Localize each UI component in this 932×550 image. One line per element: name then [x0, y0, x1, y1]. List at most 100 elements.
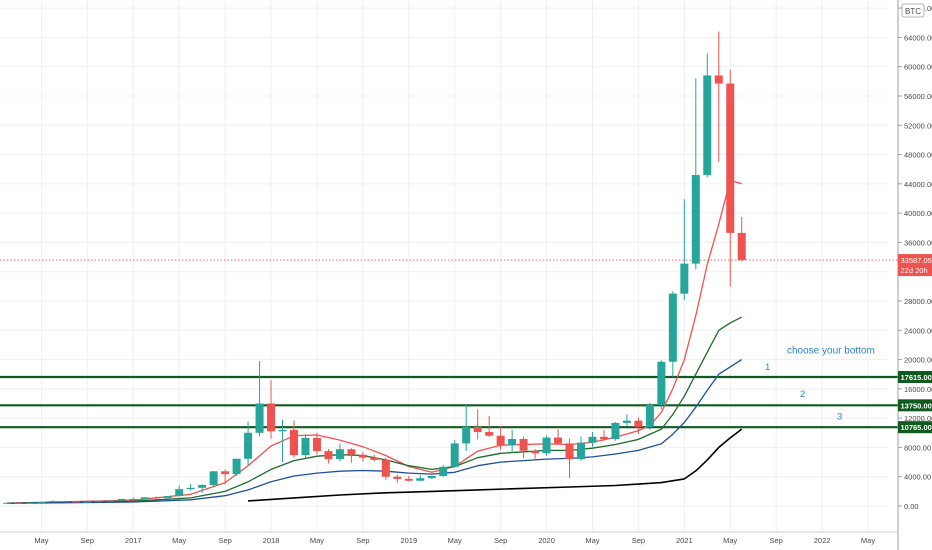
candle-body — [324, 451, 333, 460]
candle — [645, 402, 654, 430]
candle-body — [186, 487, 195, 490]
candle — [267, 380, 276, 439]
candle-body — [3, 502, 11, 504]
symbol-badge[interactable]: BTC — [901, 3, 925, 18]
candle-body — [565, 443, 574, 460]
candle-body — [25, 502, 34, 504]
price-tick-label: 64000.00 — [904, 33, 932, 42]
moving-average-line — [6, 316, 742, 504]
price-tick-label: 8000.00 — [904, 443, 931, 452]
candle — [508, 429, 517, 453]
candle-body — [48, 501, 57, 503]
candle — [737, 216, 746, 262]
price-tick-label: 36000.00 — [904, 238, 932, 247]
time-tick-label: Sep — [356, 536, 369, 545]
moving-average-line — [248, 428, 743, 502]
candle-body — [645, 404, 654, 427]
time-tick-label: 2017 — [125, 536, 142, 545]
candle-body — [404, 478, 413, 481]
price-tick-label: 44000.00 — [904, 180, 932, 189]
time-tick-label: Sep — [632, 536, 645, 545]
support-price-tag — [898, 421, 932, 434]
candle — [221, 469, 230, 485]
time-axis[interactable]: May Sep 2017 May Sep 2018 May Sep 2019 May Sep 2020… — [0, 531, 898, 545]
price-tick-label: 12000.00 — [904, 414, 932, 423]
time-tick-label: May — [448, 536, 462, 545]
candle — [186, 484, 195, 491]
time-tick-label: May — [34, 536, 48, 545]
candle-body — [301, 437, 310, 456]
price-tick-label: 52000.00 — [904, 121, 932, 130]
candle — [404, 475, 413, 482]
support-lines — [0, 375, 898, 429]
candle-body — [439, 466, 448, 476]
time-tick-label: Sep — [81, 536, 94, 545]
candle — [106, 500, 115, 502]
time-tick-label: Sep — [494, 536, 507, 545]
candle-body — [450, 443, 459, 467]
candle — [565, 438, 574, 479]
candle — [25, 502, 34, 504]
time-tick-label: May — [172, 536, 186, 545]
time-tick-label: Sep — [769, 536, 782, 545]
candle-body — [152, 497, 161, 499]
candle-body — [554, 437, 563, 444]
candle — [416, 475, 425, 482]
candle — [290, 420, 298, 458]
candle-body — [278, 429, 287, 432]
candle — [209, 471, 218, 487]
candle-body — [358, 454, 367, 458]
price-tick-label: 56000.00 — [904, 92, 932, 101]
candle — [370, 454, 379, 462]
candle-body — [106, 500, 115, 502]
candle-body — [542, 437, 551, 454]
price-tick-label: 40000.00 — [904, 209, 932, 218]
candle-body — [71, 501, 80, 503]
time-tick-label: May — [861, 536, 875, 545]
candle-body — [244, 432, 253, 459]
candle-body — [577, 442, 585, 460]
support-number-label: 1 — [765, 362, 770, 373]
time-tick-label: May — [723, 536, 737, 545]
candle — [668, 291, 677, 378]
candle-body — [347, 449, 356, 455]
candle-body — [691, 175, 700, 264]
candle-body — [714, 75, 723, 84]
candle — [726, 69, 735, 287]
candle-body — [634, 420, 643, 427]
candle — [37, 501, 46, 504]
candle — [198, 484, 207, 493]
time-tick-label: 2021 — [676, 536, 693, 545]
candle — [554, 429, 563, 444]
candle — [358, 451, 367, 462]
candle-body — [117, 498, 126, 501]
candle-body — [622, 420, 631, 423]
candle-body — [680, 263, 689, 294]
candle — [152, 496, 161, 500]
candle-body — [427, 475, 436, 479]
candle-body — [312, 437, 321, 452]
price-tick-label: 60000.00 — [904, 63, 932, 72]
time-tick-label: 2022 — [814, 536, 831, 545]
candle-body — [37, 502, 46, 504]
price-tick-label: 48000.00 — [904, 151, 932, 160]
candle — [531, 448, 540, 459]
candle — [381, 457, 390, 480]
candle — [473, 409, 482, 440]
candle-body — [335, 449, 344, 460]
candle-body — [267, 403, 276, 432]
price-tick-label: 4000.00 — [904, 473, 931, 482]
support-price-tag-text: 13750.00 — [901, 401, 932, 410]
candle — [439, 464, 448, 477]
candle-body — [473, 426, 482, 433]
candle — [691, 78, 700, 270]
candle-body — [531, 450, 540, 454]
candle — [427, 475, 436, 479]
candle-body — [255, 403, 264, 433]
price-tick-label: 16000.00 — [904, 385, 932, 394]
candle — [117, 498, 126, 501]
price-axis[interactable]: 0.00 4000.00 8000.00 12000.00 16000.00 20000.… — [898, 4, 932, 511]
